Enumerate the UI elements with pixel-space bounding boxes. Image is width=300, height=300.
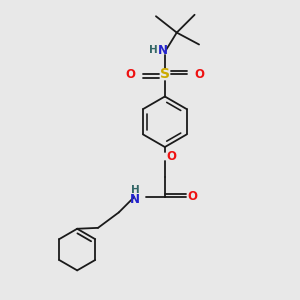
Text: H: H xyxy=(131,185,140,195)
Text: H: H xyxy=(149,45,158,55)
Text: O: O xyxy=(188,190,198,203)
Text: S: S xyxy=(160,67,170,81)
Text: N: N xyxy=(158,44,168,57)
Text: O: O xyxy=(167,150,176,163)
Text: O: O xyxy=(195,68,205,81)
Text: O: O xyxy=(125,68,135,81)
Text: N: N xyxy=(130,193,140,206)
